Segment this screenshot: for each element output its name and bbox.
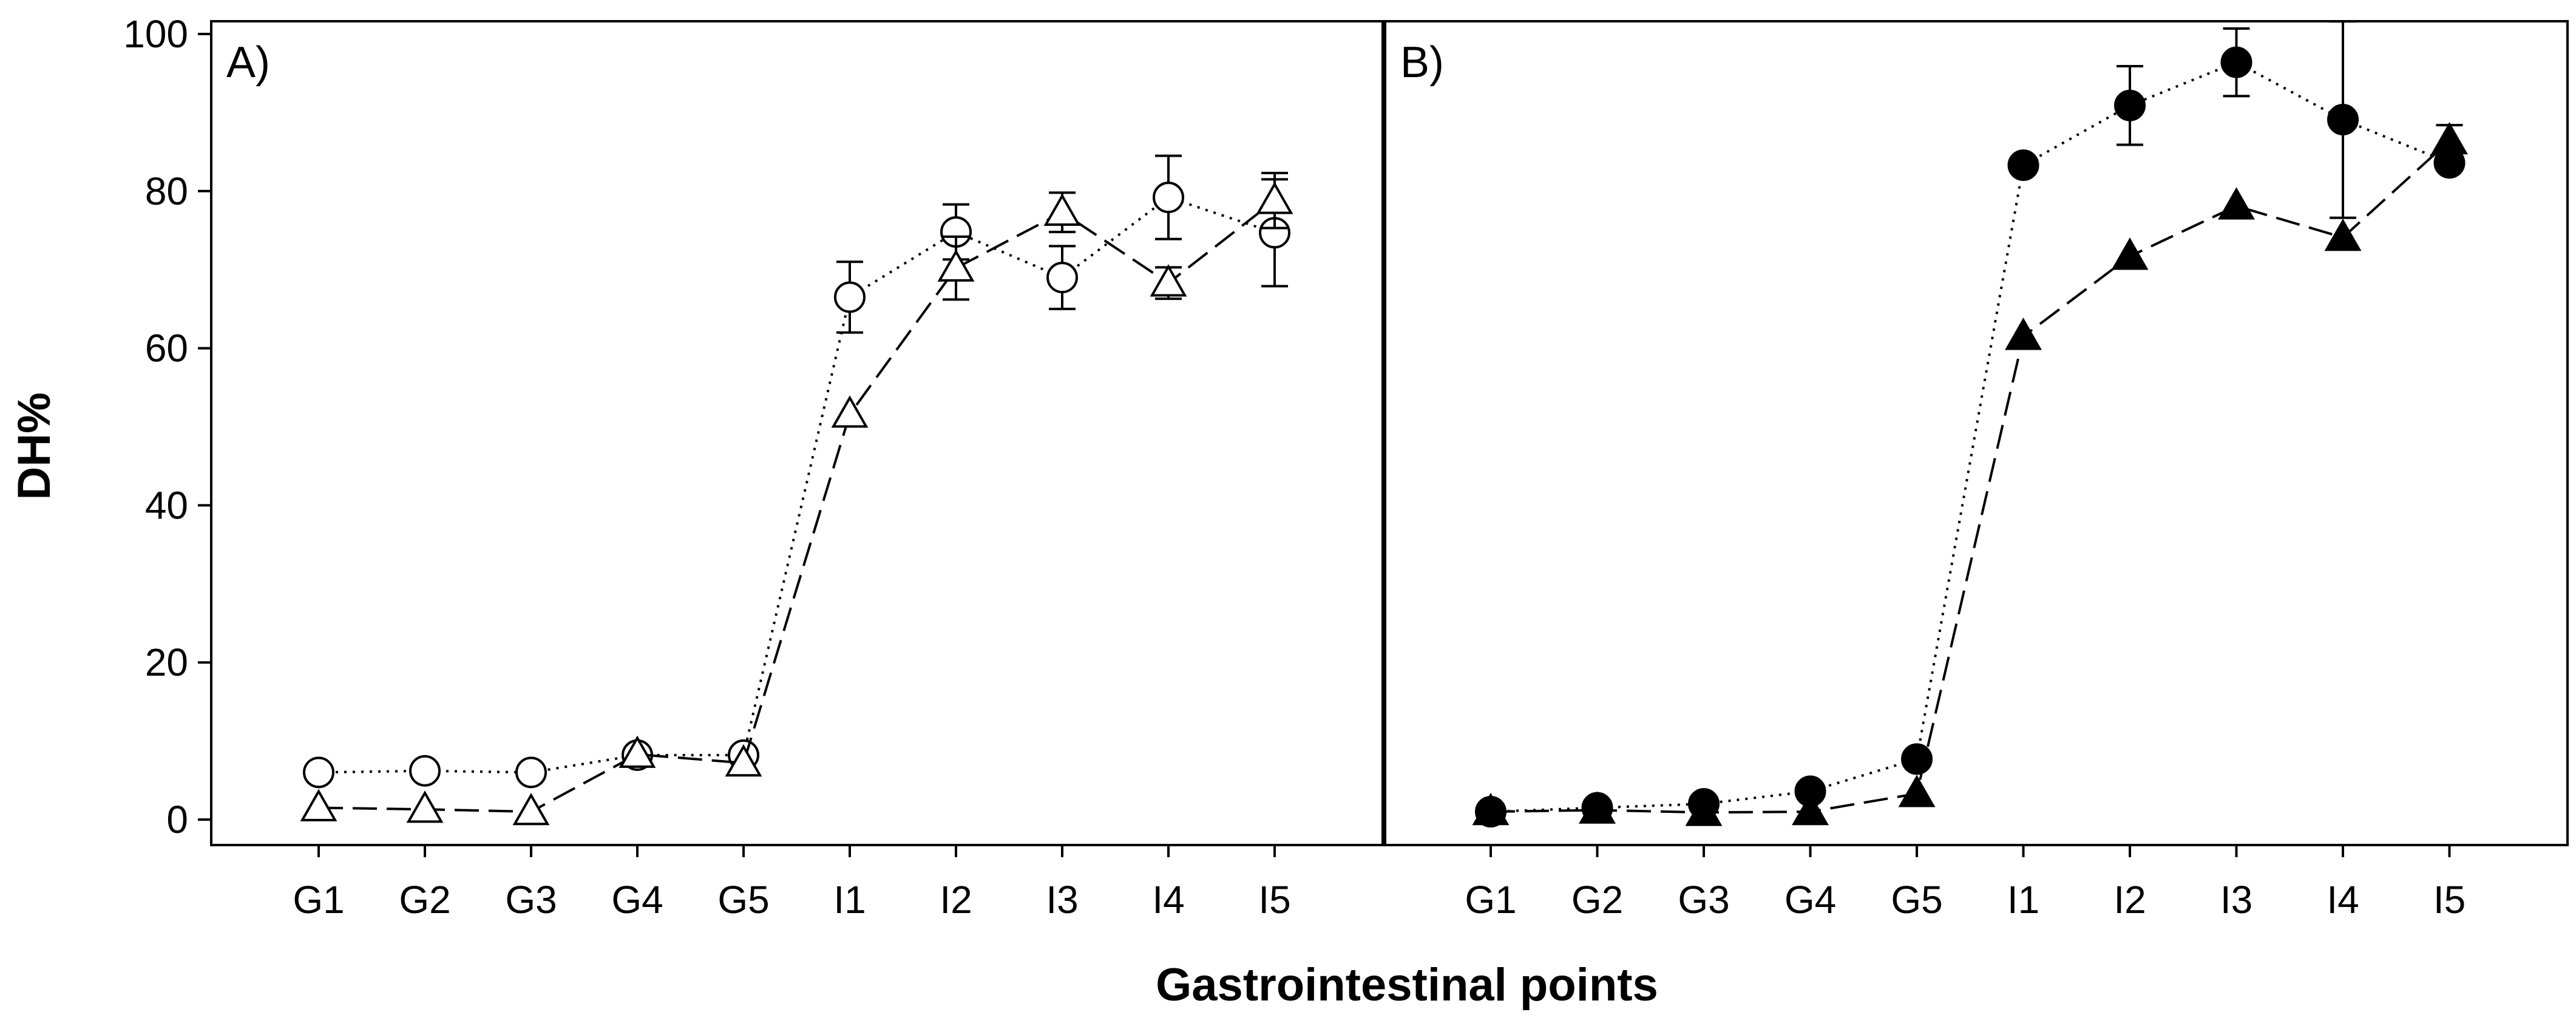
y-tick-label: 40 (145, 483, 188, 527)
data-point (725, 744, 762, 777)
series-line (318, 195, 1275, 774)
x-tick-label: G5 (1891, 878, 1942, 922)
series-layer (300, 20, 2468, 828)
data-point (2324, 219, 2362, 251)
data-point (300, 789, 337, 821)
series-circles-open (303, 154, 1290, 789)
plot-frame (210, 20, 1384, 846)
data-point (1579, 791, 1616, 824)
data-point (1901, 743, 1933, 775)
data-point (937, 249, 975, 282)
x-tick-label: G4 (1785, 878, 1836, 922)
x-tick-label: I3 (2220, 878, 2252, 922)
x-tick-label: I3 (1046, 878, 1078, 922)
data-point (406, 790, 444, 823)
data-point (1685, 793, 1723, 826)
series-line (1490, 140, 2450, 814)
y-tick-label: 80 (145, 169, 188, 213)
series-circles-filled (1475, 20, 2466, 828)
data-point (409, 755, 441, 787)
x-tick-label: I1 (2007, 878, 2039, 922)
panel-label: B) (1400, 38, 1444, 87)
series-line (318, 199, 1276, 813)
data-point (834, 281, 866, 313)
data-point (2218, 187, 2255, 220)
x-tick-label: I2 (2113, 878, 2146, 922)
x-tick-label: I5 (2433, 878, 2466, 922)
axes-layer: A) 0 20 40 60 80 100 G1 G2 G3 G4 G5 I1 I2 I3 I4 I5 B) G1 G2… (123, 12, 2569, 922)
series-line (1490, 61, 2450, 813)
data-point (1256, 182, 1293, 214)
data-point (512, 793, 550, 826)
data-point (2005, 318, 2042, 350)
x-tick-label: G3 (505, 878, 557, 922)
panel-a: A) 0 20 40 60 80 100 G1 G2 G3 G4 G5 I1 I2 I3 I4 I5 (123, 12, 1384, 922)
data-point (1043, 193, 1081, 226)
text-layer: DH% Gastrointestinal points (8, 392, 1658, 1011)
y-tick-label: 60 (145, 327, 188, 370)
x-tick-label: G4 (611, 878, 663, 922)
x-tick-label: G1 (293, 878, 344, 922)
data-point (2007, 149, 2039, 182)
data-point (619, 735, 656, 768)
x-axis-title: Gastrointestinal points (1156, 959, 1658, 1011)
x-tick-label: I2 (940, 878, 972, 922)
panel-b: B) G1 G2 G3 G4 G5 I1 I2 I3 I4 I5 (1384, 20, 2569, 922)
y-axis-title: DH% (8, 392, 60, 500)
y-tick-label: 100 (123, 12, 188, 56)
x-tick-label: I1 (833, 878, 866, 922)
x-tick-label: G5 (717, 878, 769, 922)
x-tick-label: G1 (1465, 878, 1516, 922)
data-point (2431, 121, 2468, 155)
panel-label: A) (226, 38, 270, 87)
data-point (831, 395, 869, 428)
data-point (1472, 793, 1510, 826)
data-point (1898, 775, 1936, 807)
plot-frame (1384, 20, 2569, 846)
x-tick-label: I5 (1258, 878, 1290, 922)
y-tick-label: 0 (166, 798, 188, 841)
data-point (303, 756, 334, 789)
data-point (1046, 262, 1078, 294)
x-tick-label: G3 (1678, 878, 1729, 922)
x-tick-label: G2 (399, 878, 450, 922)
x-tick-label: G2 (1571, 878, 1623, 922)
x-tick-label: I4 (2327, 878, 2359, 922)
y-tick-label: 20 (145, 640, 188, 684)
data-point (1792, 793, 1829, 826)
data-point (515, 756, 547, 789)
data-point (2220, 46, 2252, 78)
data-point (1153, 182, 1184, 214)
x-tick-label: I4 (1152, 878, 1184, 922)
data-point (2111, 237, 2149, 270)
data-point (2327, 104, 2359, 136)
data-point (2114, 89, 2146, 121)
series-triangles-filled (1472, 121, 2468, 826)
series-triangles-open (300, 172, 1293, 826)
data-point (1150, 264, 1187, 297)
